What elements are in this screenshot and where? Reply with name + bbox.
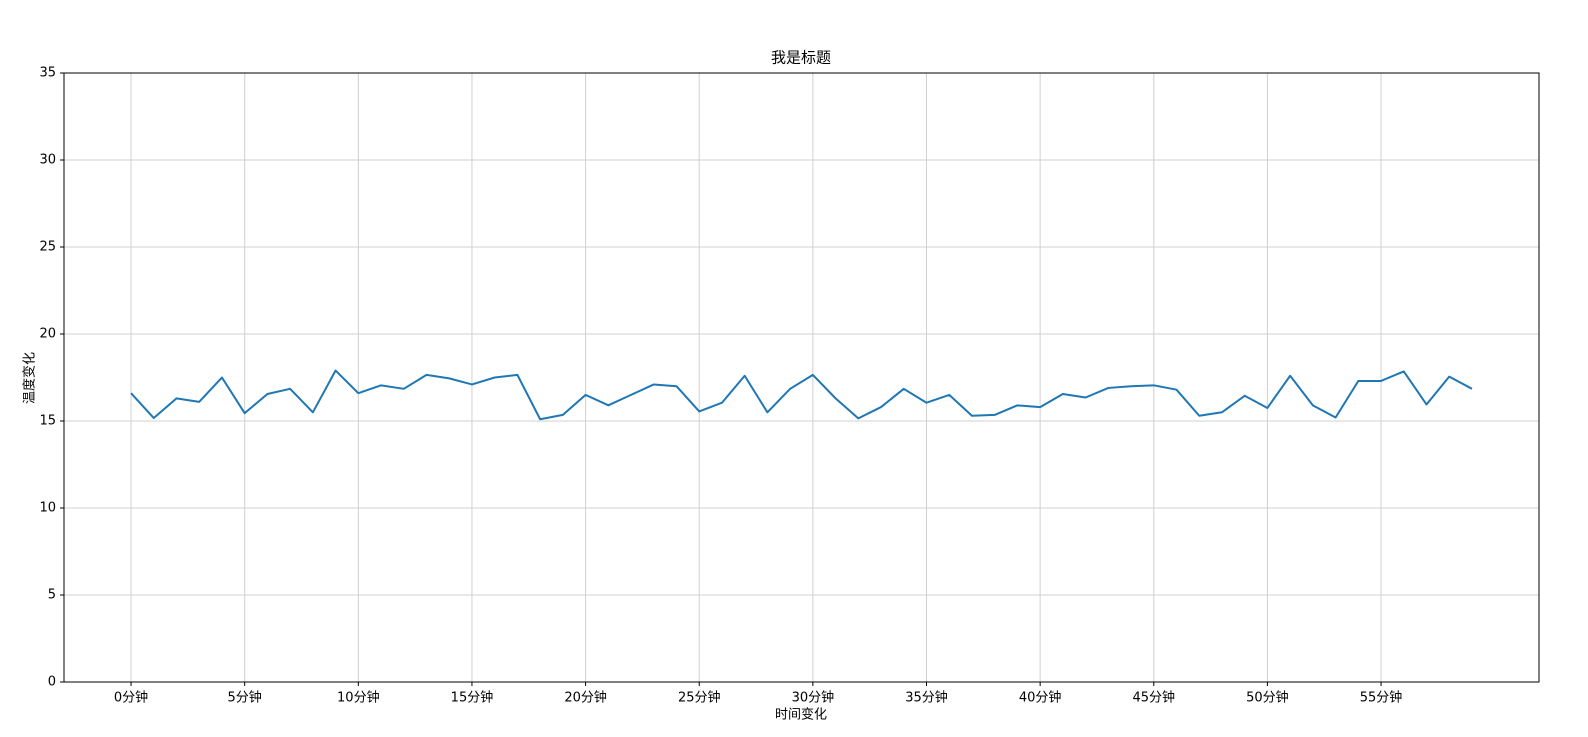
x-tick-label: 50分钟: [1246, 690, 1289, 706]
x-tick-label: 30分钟: [792, 690, 835, 706]
y-tick-label: 10: [39, 501, 56, 516]
x-tick-label: 15分钟: [451, 690, 494, 706]
x-tick-label: 40分钟: [1019, 690, 1062, 706]
plot-frame: [63, 72, 1540, 683]
x-axis-label: 时间变化: [775, 707, 827, 723]
x-tick-label: 35分钟: [905, 690, 948, 706]
x-tick-label: 5分钟: [228, 690, 262, 706]
y-tick-label: 15: [39, 414, 56, 429]
line-series: [130, 369, 1473, 421]
x-tick-label: 0分钟: [114, 690, 148, 706]
y-tick-label: 5: [48, 588, 56, 603]
y-tick-label: 30: [39, 153, 56, 168]
y-tick-label: 25: [39, 240, 56, 255]
x-tick-label: 55分钟: [1360, 690, 1403, 706]
y-axis-label: 温度变化: [22, 352, 38, 404]
x-tick-label: 10分钟: [337, 690, 380, 706]
y-tick-label: 0: [48, 675, 56, 690]
x-tick-label: 25分钟: [678, 690, 721, 706]
y-tick-label: 35: [39, 66, 56, 81]
x-tick-label: 45分钟: [1132, 690, 1175, 706]
x-tick-label: 20分钟: [564, 690, 607, 706]
y-tick-label: 20: [39, 327, 56, 342]
chart-title: 我是标题: [771, 49, 831, 67]
